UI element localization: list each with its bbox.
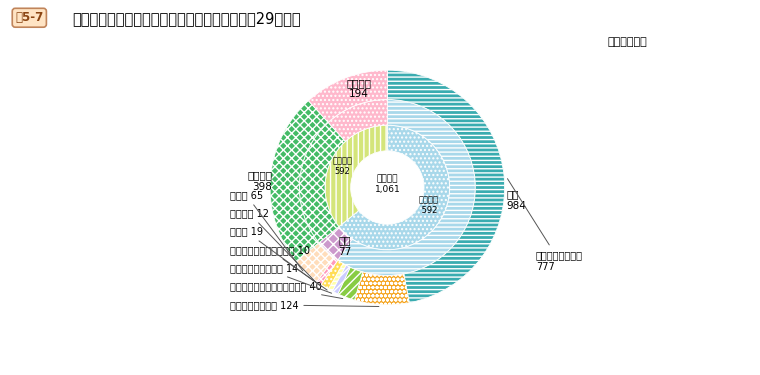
Wedge shape	[299, 122, 346, 243]
Text: 出張又は赴任途上 124: 出張又は赴任途上 124	[230, 300, 379, 310]
Text: 自己の職務遂行中
777: 自己の職務遂行中 777	[508, 178, 583, 272]
Text: 精神疾患 12: 精神疾患 12	[230, 208, 316, 282]
Text: 通勤災害
592: 通勤災害 592	[333, 156, 353, 176]
Wedge shape	[325, 125, 388, 226]
Wedge shape	[388, 70, 505, 303]
Text: 1,061: 1,061	[375, 185, 401, 194]
Text: 公務災害: 公務災害	[377, 174, 398, 183]
Text: 通勤災害
 592: 通勤災害 592	[418, 195, 439, 215]
Wedge shape	[338, 267, 363, 300]
Wedge shape	[355, 272, 410, 305]
Text: （単位：件）: （単位：件）	[608, 38, 648, 48]
Wedge shape	[319, 226, 352, 260]
Wedge shape	[328, 264, 346, 291]
Text: 職務遂行に伴う恐怖 14: 職務遂行に伴う恐怖 14	[230, 263, 331, 293]
Wedge shape	[317, 258, 337, 284]
Text: 疾病
77: 疾病 77	[338, 236, 351, 257]
Wedge shape	[309, 70, 388, 122]
Text: 退勤途上
194: 退勤途上 194	[347, 78, 372, 99]
Text: 負傷
984: 負傷 984	[506, 189, 527, 210]
Wedge shape	[337, 99, 475, 276]
Wedge shape	[332, 265, 350, 294]
Text: 公務災害及び通勤災害の事由別認定状況（平成29年度）: 公務災害及び通勤災害の事由別認定状況（平成29年度）	[72, 11, 301, 26]
Text: 出勤途上
398: 出勤途上 398	[247, 171, 272, 192]
Text: レクリエーション参加中 10: レクリエーション参加中 10	[230, 245, 327, 290]
Wedge shape	[328, 99, 388, 141]
Text: その他 65: その他 65	[230, 190, 303, 271]
Wedge shape	[339, 125, 450, 250]
Wedge shape	[270, 100, 328, 261]
Text: 図5-7: 図5-7	[15, 11, 43, 24]
Wedge shape	[321, 260, 343, 289]
Wedge shape	[296, 243, 334, 281]
Text: その他 19: その他 19	[230, 226, 321, 286]
Text: 出退勤途上（公務上のもの） 40: 出退勤途上（公務上のもの） 40	[230, 282, 343, 298]
